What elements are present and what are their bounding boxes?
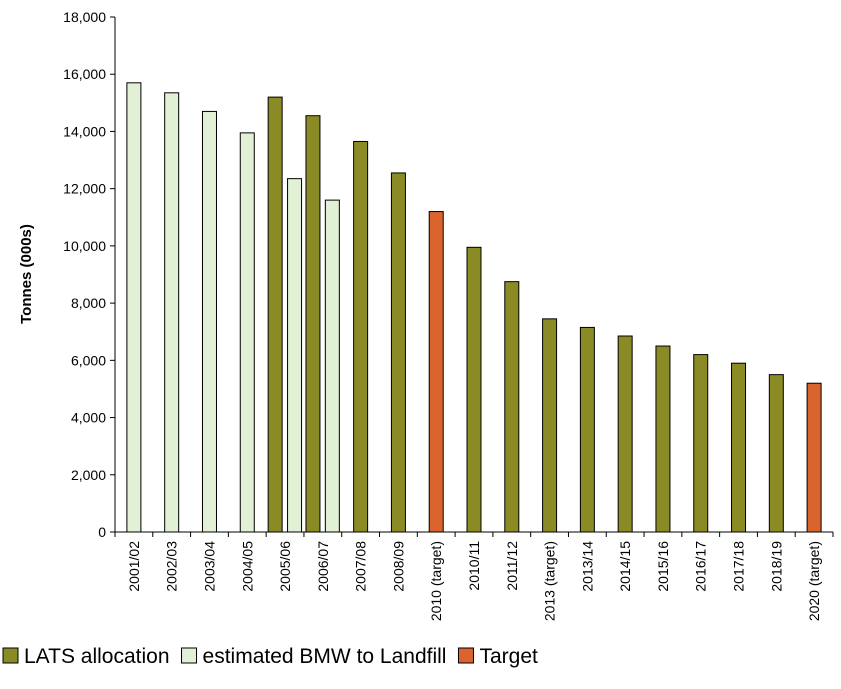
bar-lats-allocation (617, 335, 633, 533)
x-axis: 2001/02 2002/03 2003/04 2004/05 2005/06 2006/… (114, 531, 834, 621)
bar-target (806, 382, 822, 533)
legend-label: Target (479, 645, 538, 668)
bars (126, 82, 822, 533)
y-tick-label: 10,000 (63, 238, 106, 254)
y-tick-label: 6,000 (71, 352, 106, 368)
y-axis: 0 2,000 4,000 6,000 8,000 10,000 12,000 14,000 1… (63, 9, 116, 540)
x-tick-label: 2006/07 (315, 541, 331, 592)
x-tick-label: 2014/15 (617, 541, 633, 592)
y-tick-label: 16,000 (63, 66, 106, 82)
bar-lats-allocation (731, 362, 747, 533)
x-tick-label: 2020 (target) (806, 541, 822, 621)
x-tick-label: 2018/19 (768, 541, 784, 592)
y-tick-label: 2,000 (71, 467, 106, 483)
x-tick-label: 2005/06 (277, 541, 293, 592)
legend-label: estimated BMW to Landfill (203, 645, 447, 668)
y-tick-label: 14,000 (63, 123, 106, 139)
x-tick-label: 2002/03 (164, 541, 180, 592)
x-tick-label: 2016/17 (693, 541, 709, 592)
legend: LATS allocation estimated BMW to Landfill… (2, 645, 538, 668)
x-tick-label: 2008/09 (390, 541, 406, 592)
x-tick-label: 2011/12 (504, 541, 520, 591)
legend-swatch (181, 647, 198, 664)
bar-lats-allocation (305, 115, 321, 533)
x-tick-label: 2015/16 (655, 541, 671, 592)
y-tick-label: 0 (98, 524, 106, 540)
y-tick-label: 4,000 (71, 410, 106, 426)
y-tick-label: 12,000 (63, 181, 106, 197)
bar-estimated-bmw-to-landfill (324, 199, 340, 533)
bar-estimated-bmw-to-landfill (201, 110, 217, 533)
legend-swatch (457, 647, 474, 664)
bar-estimated-bmw-to-landfill (164, 92, 180, 533)
x-tick-label: 2017/18 (731, 541, 747, 592)
x-tick-label: 2004/05 (239, 541, 255, 592)
x-tick-label: 2013/14 (579, 541, 595, 592)
bar-lats-allocation (353, 140, 369, 533)
x-tick-label: 2007/08 (353, 541, 369, 592)
x-tick-label: 2003/04 (201, 541, 217, 592)
x-tick-label: 2010/11 (466, 541, 482, 591)
legend-swatch (2, 647, 19, 664)
bar-lats-allocation (504, 281, 520, 533)
y-tick-label: 8,000 (71, 295, 106, 311)
bar-estimated-bmw-to-landfill (239, 132, 255, 533)
bar-estimated-bmw-to-landfill (126, 82, 142, 533)
legend-label: LATS allocation (24, 645, 170, 668)
x-tick-label: 2013 (target) (542, 541, 558, 621)
x-tick-label: 2001/02 (126, 541, 142, 592)
bar-lats-allocation (768, 374, 784, 533)
bar-lats-allocation (655, 345, 671, 533)
bar-estimated-bmw-to-landfill (287, 178, 303, 533)
bar-lats-allocation (579, 326, 595, 533)
bar-lats-allocation (390, 172, 406, 533)
bar-lats-allocation (267, 96, 283, 533)
bar-lats-allocation (542, 318, 558, 533)
y-tick-label: 18,000 (63, 9, 106, 25)
bar-target (428, 211, 444, 533)
bar-lats-allocation (466, 246, 482, 533)
y-axis-title: Tonnes (000s) (18, 224, 35, 324)
x-tick-label: 2010 (target) (428, 541, 444, 621)
bar-lats-allocation (693, 354, 709, 533)
